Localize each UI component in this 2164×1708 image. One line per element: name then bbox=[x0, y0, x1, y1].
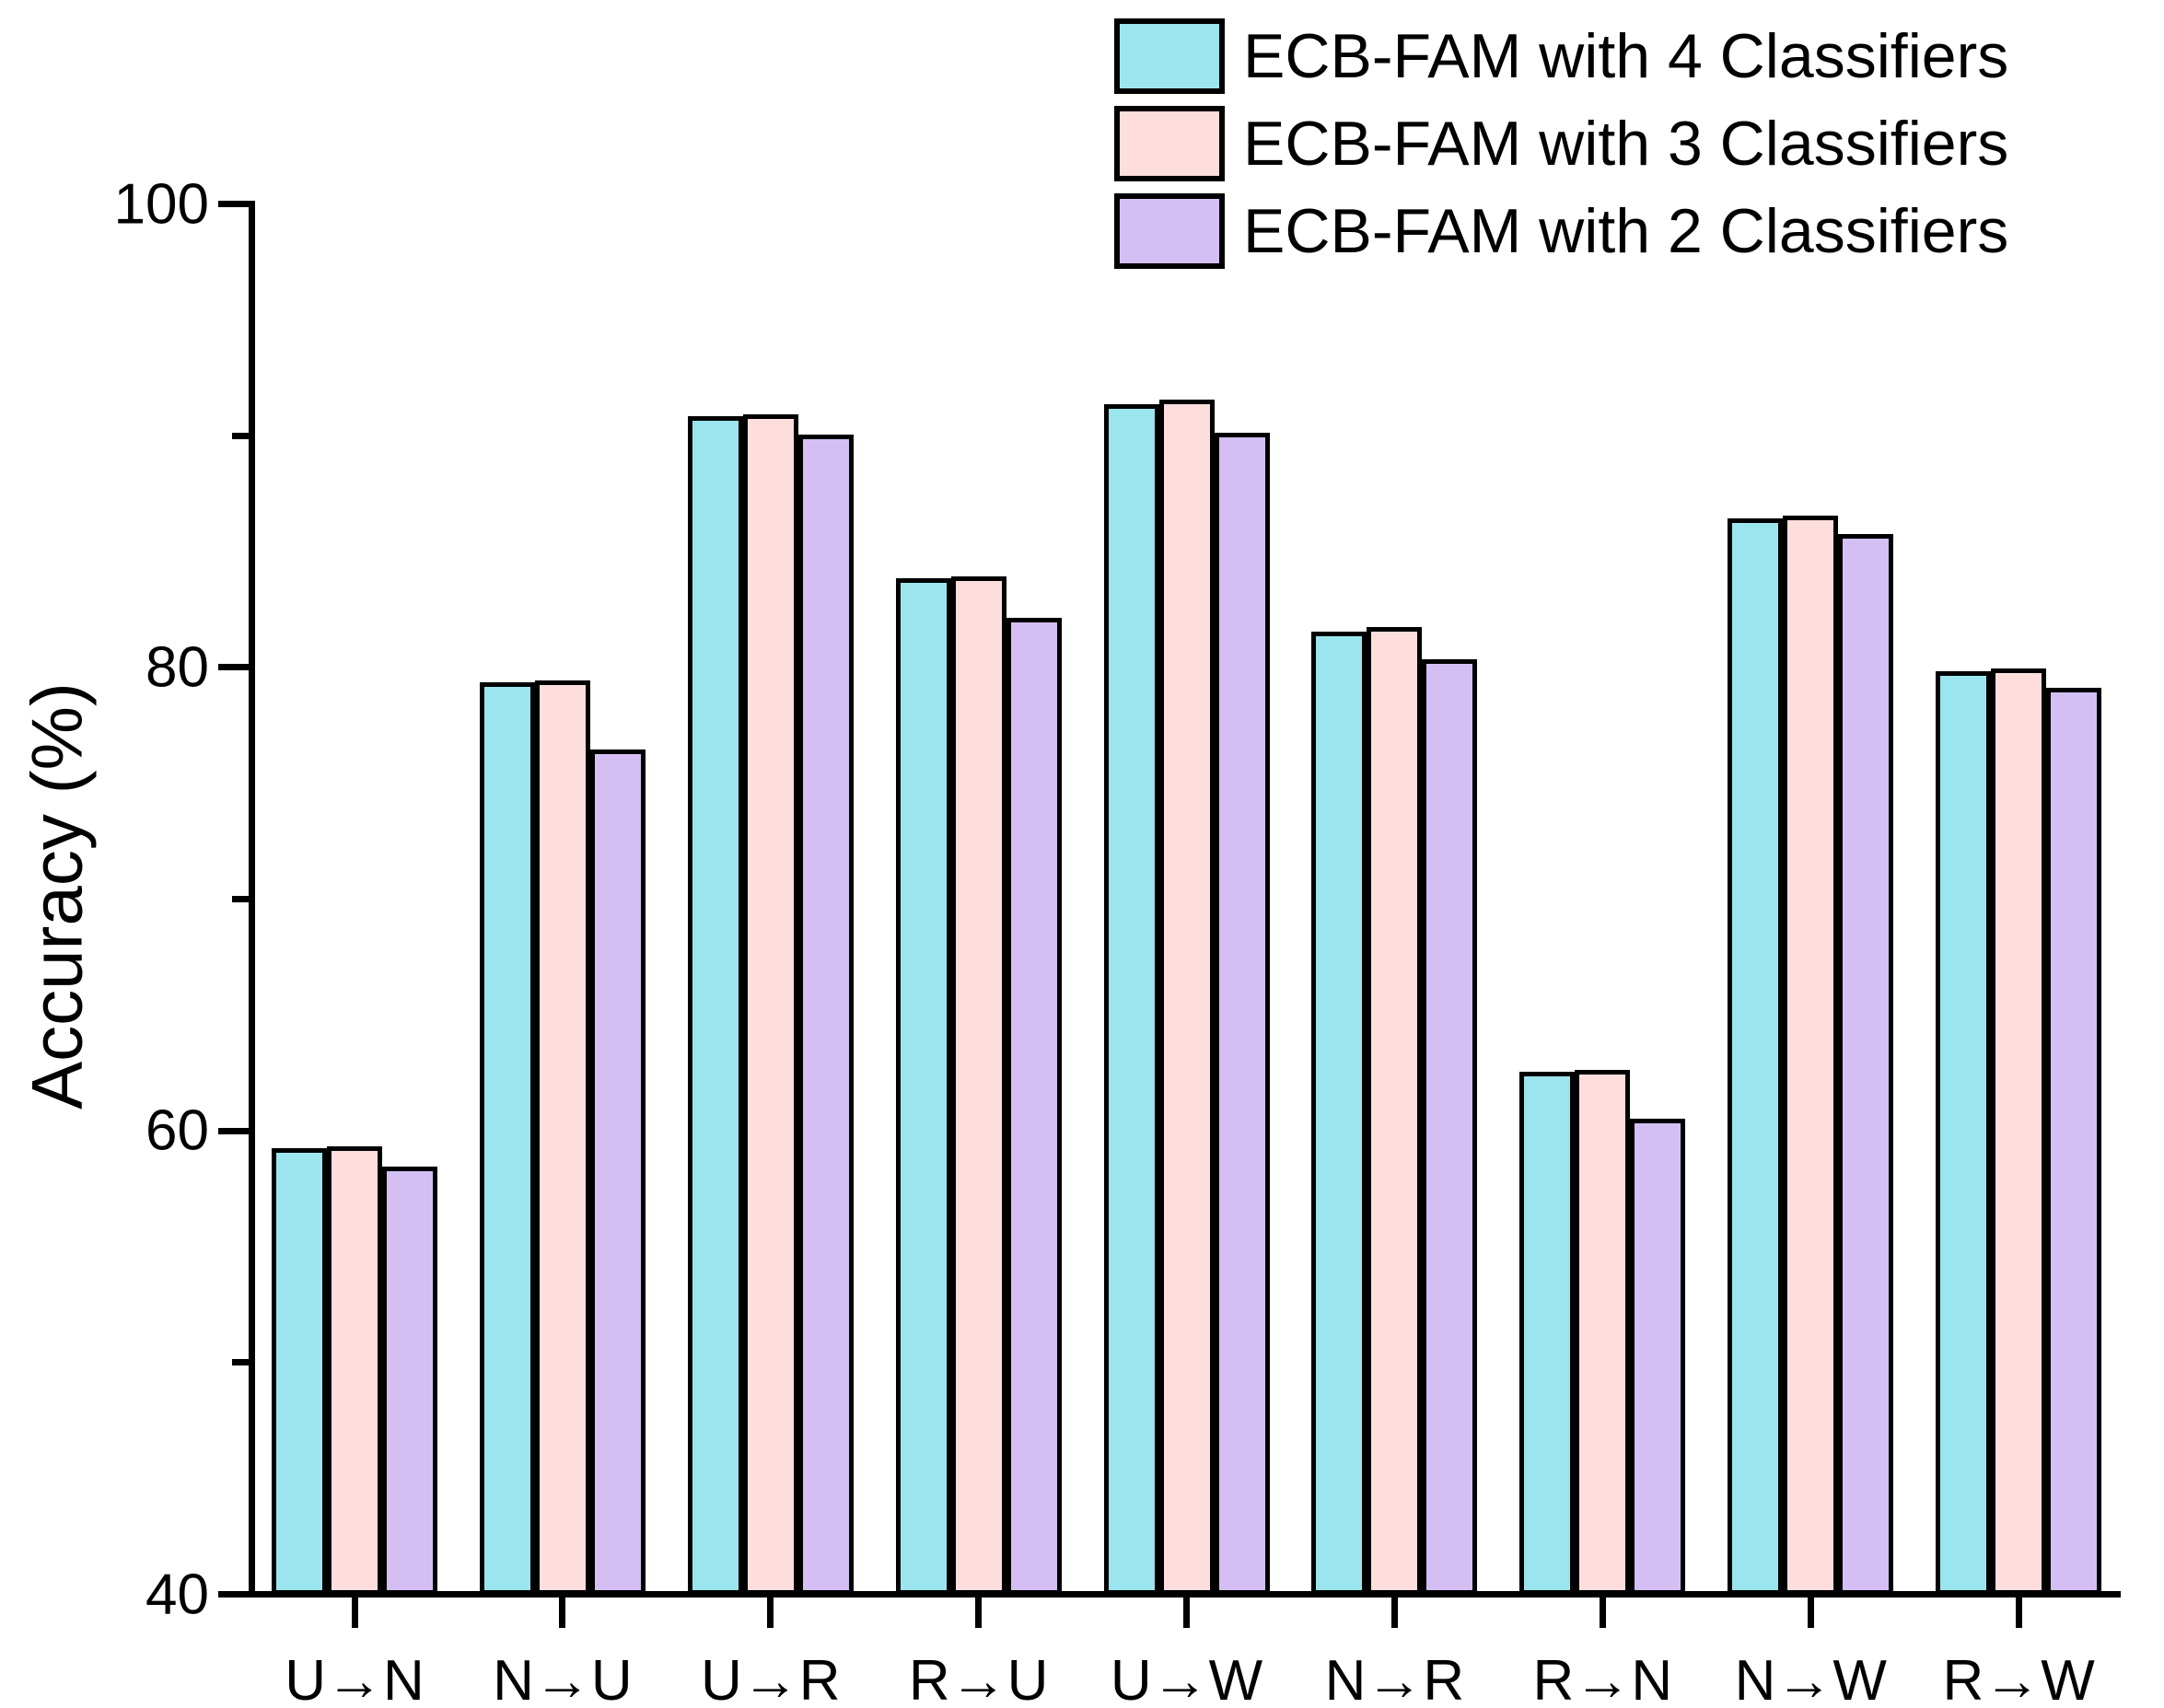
x-category-label: R→W bbox=[1942, 1649, 2095, 1708]
bar-R→U-s0 bbox=[895, 578, 951, 1595]
y-minor-tick bbox=[232, 432, 249, 439]
x-category-label: U→W bbox=[1110, 1649, 1263, 1708]
bar-U→N-s1 bbox=[327, 1145, 382, 1595]
bar-N→U-s0 bbox=[479, 682, 535, 1595]
x-tick bbox=[1183, 1598, 1191, 1628]
bar-N→R-s0 bbox=[1311, 632, 1367, 1595]
x-tick bbox=[1390, 1598, 1398, 1628]
y-tick-label: 40 bbox=[145, 1563, 209, 1626]
y-minor-tick bbox=[232, 896, 249, 902]
x-tick bbox=[1599, 1598, 1606, 1628]
legend-label: ECB-FAM with 2 Classifiers bbox=[1243, 196, 2009, 266]
bar-U→R-s0 bbox=[687, 416, 743, 1595]
bar-U→W-s1 bbox=[1158, 400, 1215, 1595]
y-tick-label: 60 bbox=[145, 1098, 209, 1163]
y-tick-label: 80 bbox=[145, 635, 209, 700]
y-minor-tick bbox=[232, 1359, 249, 1366]
bar-N→R-s1 bbox=[1367, 627, 1423, 1595]
x-tick bbox=[1807, 1598, 1814, 1628]
x-category-label: U→N bbox=[285, 1649, 425, 1708]
legend-label: ECB-FAM with 4 Classifiers bbox=[1243, 21, 2009, 91]
y-axis-line bbox=[249, 201, 255, 1598]
y-major-tick bbox=[218, 1127, 249, 1134]
bar-N→U-s1 bbox=[534, 680, 590, 1595]
legend-swatch bbox=[1114, 18, 1225, 94]
bar-R→W-s1 bbox=[1991, 668, 2047, 1595]
y-major-tick bbox=[218, 201, 249, 207]
x-category-label: R→N bbox=[1532, 1649, 1673, 1708]
x-category-label: N→W bbox=[1734, 1649, 1887, 1708]
bar-U→N-s0 bbox=[272, 1148, 327, 1595]
y-major-tick bbox=[218, 664, 249, 671]
bar-R→N-s2 bbox=[1630, 1118, 1686, 1595]
x-category-label: U→R bbox=[700, 1649, 841, 1708]
bar-R→N-s1 bbox=[1575, 1069, 1631, 1595]
bar-N→W-s1 bbox=[1783, 516, 1839, 1595]
bar-N→R-s2 bbox=[1422, 659, 1478, 1595]
legend-row: ECB-FAM with 3 Classifiers bbox=[1114, 106, 2155, 181]
legend: ECB-FAM with 4 Classifiers ECB-FAM with 3… bbox=[1114, 18, 2155, 281]
bar-R→W-s0 bbox=[1936, 670, 1992, 1595]
y-major-tick bbox=[218, 1591, 249, 1598]
legend-row: ECB-FAM with 2 Classifiers bbox=[1114, 193, 2155, 269]
x-tick bbox=[767, 1598, 774, 1628]
bar-N→W-s0 bbox=[1728, 517, 1784, 1595]
bar-U→W-s2 bbox=[1214, 432, 1270, 1595]
x-category-label: R→U bbox=[908, 1649, 1049, 1708]
x-tick bbox=[559, 1598, 566, 1628]
legend-swatch bbox=[1114, 106, 1225, 181]
x-category-label: N→U bbox=[493, 1649, 633, 1708]
bar-U→W-s0 bbox=[1103, 404, 1159, 1595]
bar-R→N-s0 bbox=[1519, 1072, 1576, 1595]
y-tick-label: 100 bbox=[113, 172, 209, 236]
bar-R→U-s1 bbox=[950, 575, 1006, 1595]
bar-U→R-s1 bbox=[742, 413, 798, 1595]
legend-row: ECB-FAM with 4 Classifiers bbox=[1114, 18, 2155, 94]
x-tick bbox=[351, 1598, 358, 1628]
x-category-label: N→R bbox=[1324, 1649, 1465, 1708]
bar-R→W-s2 bbox=[2046, 687, 2102, 1595]
legend-label: ECB-FAM with 3 Classifiers bbox=[1243, 109, 2009, 179]
bar-R→U-s2 bbox=[1006, 618, 1062, 1595]
bar-U→N-s2 bbox=[382, 1167, 437, 1595]
x-tick bbox=[975, 1598, 983, 1628]
legend-swatch bbox=[1114, 193, 1225, 269]
bar-U→R-s2 bbox=[797, 435, 854, 1595]
x-tick bbox=[2015, 1598, 2022, 1628]
bar-N→W-s2 bbox=[1838, 534, 1894, 1595]
bar-N→U-s2 bbox=[589, 749, 646, 1595]
